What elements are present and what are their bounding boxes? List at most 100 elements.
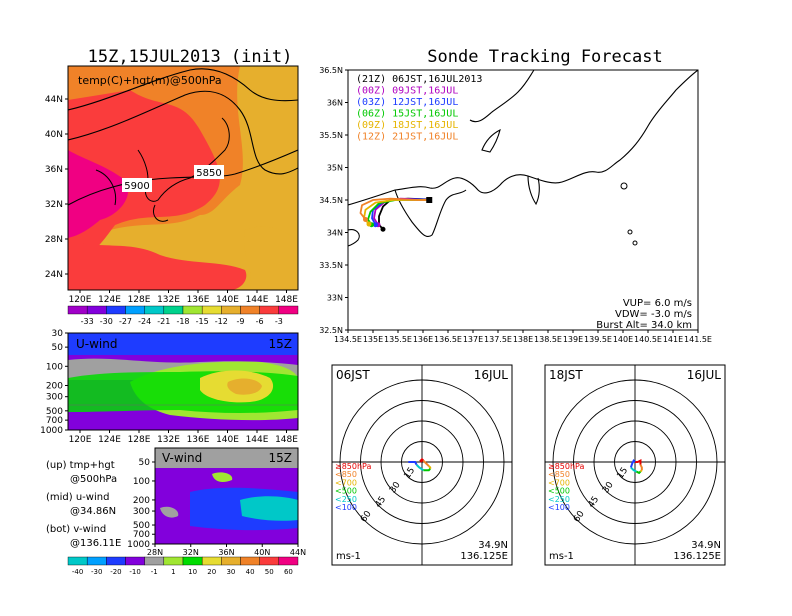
wind-colorbar-swatch [278, 556, 299, 566]
temp-x-tick-label: 148E [275, 295, 298, 305]
u-wind-y-tick-label: 700 [46, 416, 63, 426]
hodograph-time: 06JST [336, 368, 370, 382]
coastline-kii-peninsula [394, 189, 467, 238]
u-wind-y-tick-label: 500 [46, 407, 63, 417]
temp-colorbar-label: -27 [119, 317, 132, 326]
temp-colorbar-label: -6 [256, 317, 264, 326]
v-wind-y-tick-label: 300 [133, 507, 150, 517]
param-burst: Burst Alt= 34.0 km [596, 320, 692, 331]
track-x-tick-label: 138.5E [534, 335, 562, 344]
u-wind-panel: U-wind 15Z 120E 124E 128E 132E 136E 140E 144E 1… [40, 329, 299, 445]
temp-band-gold-south [243, 226, 298, 290]
track-x-tick-label: 140E [613, 335, 633, 344]
wind-colorbar-label: 10 [188, 568, 197, 576]
track-y-tick-label: 34.5N [319, 196, 343, 205]
v-wind-top-band [155, 448, 298, 468]
contour-5850 [68, 90, 298, 175]
hodograph-time: 18JST [549, 368, 583, 382]
track-legend-entry: (21Z) 06JST,16JUL2013 [356, 74, 482, 85]
temp-x-tick-label: 124E [98, 295, 121, 305]
temp-x-tick-label: 136E [187, 295, 210, 305]
track-map-panel: 134.5E 135E 135.5E 136E 136.5E 137E 137.5E 138E… [319, 66, 712, 344]
island-3 [632, 240, 638, 246]
temp-x-tick-label: 120E [69, 295, 92, 305]
wind-colorbar-label: 50 [265, 568, 274, 576]
v-wind-cyan [240, 496, 298, 521]
wind-colorbar-swatch [144, 556, 165, 566]
note-bot-head: (bot) v-wind [46, 524, 106, 535]
hodograph-location-lon: 136.125E [673, 551, 721, 562]
u-wind-x-tick-label: 144E [246, 435, 269, 445]
hodograph-trace [428, 465, 432, 469]
wind-colorbar-swatch [240, 556, 260, 566]
param-vdw: VDW= -3.0 m/s [615, 309, 692, 320]
hodograph-date: 16JUL [687, 368, 722, 382]
main-title: 15Z,15JUL2013 (init) [88, 47, 293, 67]
forecast-title: Sonde Tracking Forecast [427, 47, 662, 67]
hodograph-legend-entry: <250 [335, 495, 357, 504]
track-y-tick-label: 36N [327, 99, 343, 108]
temp-x-tick-label: 140E [216, 295, 239, 305]
track-y-tick-label: 36.5N [319, 66, 343, 75]
v-wind-gray-patch [160, 506, 179, 518]
v-wind-x-tick-label: 28N [147, 548, 163, 557]
temp-colorbar-label: -15 [196, 317, 209, 326]
v-wind-y-tick-label: 100 [133, 477, 150, 487]
temp-y-tick-label: 44N [45, 95, 63, 105]
v-wind-x-tick-label: 32N [183, 548, 199, 557]
temp-map-ticks: 120E 124E 128E 132E 136E 140E 144E 148E 24N 28N 32… [45, 95, 298, 305]
wind-colorbar-label: -10 [129, 568, 140, 576]
temp-x-tick-label: 132E [157, 295, 180, 305]
contour-label-5900: 5900 [124, 181, 149, 192]
param-vup: VUP= 6.0 m/s [623, 298, 692, 309]
u-wind-y-tick-label: 200 [46, 381, 63, 391]
note-mid-head: (mid) u-wind [46, 492, 109, 503]
u-wind-frame [67, 332, 299, 431]
temp-colorbar-swatch [221, 305, 241, 315]
wind-colorbar-label: -30 [91, 568, 102, 576]
wind-colorbar-swatch [106, 556, 126, 566]
u-wind-x-tick-label: 140E [216, 435, 239, 445]
hodograph-trace [415, 464, 424, 472]
hodograph-trace [639, 469, 643, 473]
temp-colorbar-label: -30 [100, 317, 113, 326]
temp-colorbar-swatch [259, 305, 280, 315]
u-wind-ticks: 120E 124E 128E 132E 136E 140E 144E 148E 30 50 100 2… [40, 329, 298, 445]
v-wind-green-patch [212, 472, 233, 482]
hodograph-legend-entry: <500 [335, 487, 357, 496]
temp-map-subtitle: temp(C)+hgt(m)@500hPa [78, 74, 222, 87]
u-wind-x-tick-label: 120E [69, 435, 92, 445]
wind-colorbar-swatch [125, 556, 145, 566]
note-up-sub: @500hPa [70, 474, 117, 485]
wind-colorbar-label: 40 [246, 568, 255, 576]
v-wind-y-tick-label: 500 [133, 521, 150, 531]
hodograph-legend-entry: <500 [548, 487, 570, 496]
temp-colorbar-label: -18 [176, 317, 189, 326]
temp-y-tick-label: 32N [45, 200, 63, 210]
v-wind-y-tick-label: 50 [139, 458, 151, 468]
coastline-shikoku [348, 229, 360, 247]
v-wind-time: 15Z [269, 451, 293, 465]
track-x-tick-label: 135E [363, 335, 383, 344]
hodograph-legend-entry: <100 [335, 503, 357, 512]
track-y-tick-label: 33.5N [319, 261, 343, 270]
u-wind-x-tick-label: 132E [157, 435, 180, 445]
u-wind-time: 15Z [269, 337, 293, 351]
hodograph-legend-entry: ≥850hPa [548, 462, 585, 471]
wind-colorbar-swatch [67, 556, 88, 566]
v-wind-x-tick-label: 44N [290, 548, 306, 557]
contour-label-5900-bg [122, 178, 152, 192]
temp-band-red-south [68, 240, 247, 290]
track-legend: (21Z) 06JST,16JUL2013(00Z) 09JST,16JUL(0… [356, 74, 482, 143]
u-wind-y-tick-label: 100 [46, 362, 63, 372]
hodograph-trace [423, 468, 431, 472]
u-wind-y-tick-label: 30 [52, 329, 64, 339]
temp-colorbar-label: -21 [157, 317, 170, 326]
sonde-tracks [359, 197, 433, 232]
track-x-tick-label: 138E [513, 335, 533, 344]
v-wind-title: V-wind [162, 451, 202, 465]
contour-label-5850-bg [194, 165, 224, 179]
temp-y-tick-label: 36N [45, 165, 63, 175]
wind-colorbar-swatch [86, 556, 107, 566]
track-legend-entry: (00Z) 09JST,16JUL [356, 86, 458, 97]
